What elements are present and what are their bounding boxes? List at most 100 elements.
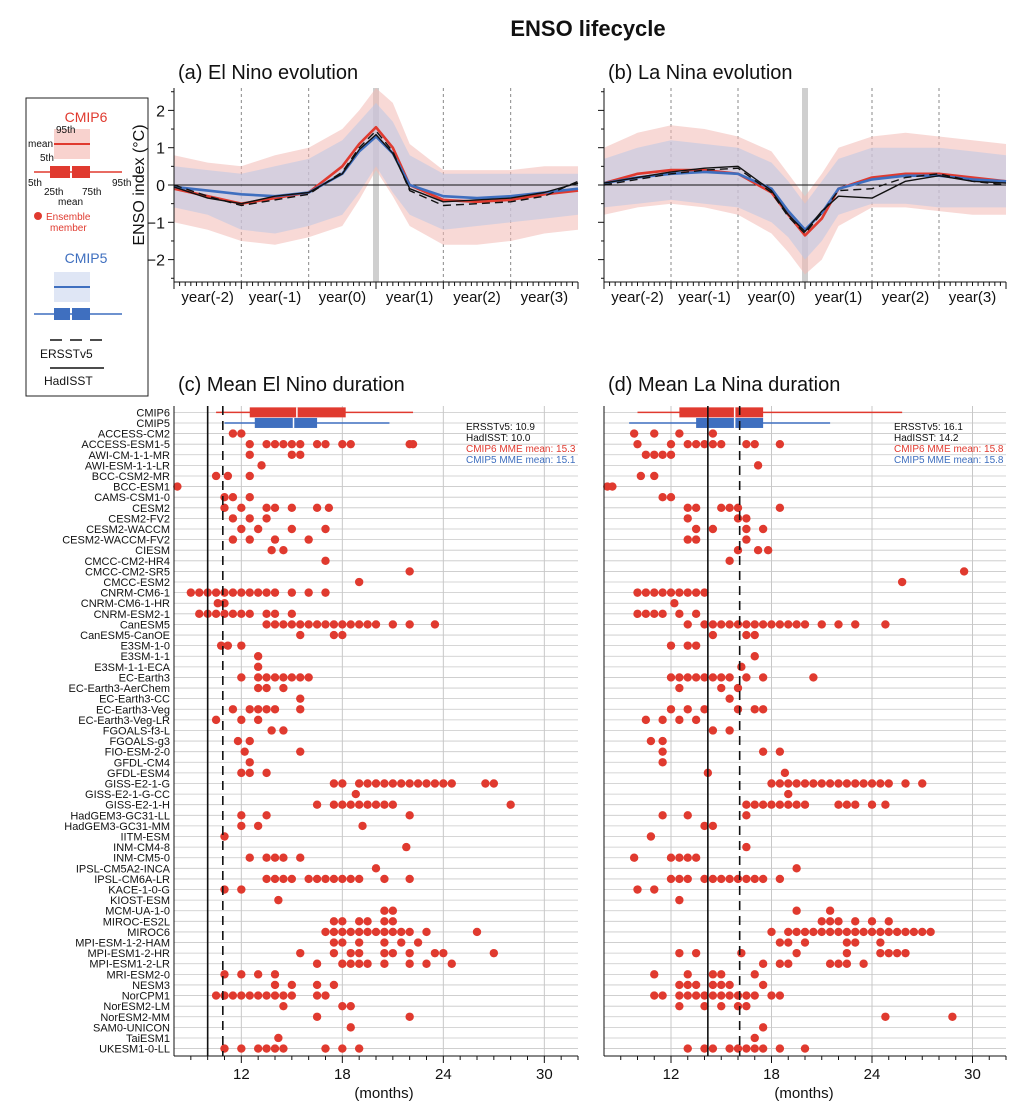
panel-c-member-dot [321,439,330,449]
panel-c-member-dot [274,1033,283,1043]
panel-d-member-dot [683,1044,692,1053]
panel-c-row-label: CMIP6 [136,407,170,419]
panel-c-box-cmip5 [254,417,318,428]
panel-c-member-dot [270,620,280,629]
panel-c-row-label: CAMS-CSM1-0 [94,492,170,504]
panel-c-member-dot [245,768,254,778]
panel-d-member-dot [763,546,773,555]
panel-c-member-dot [371,864,381,873]
panel-d-member-dot [758,747,768,756]
panel-d-member-dot [691,980,701,990]
panel-c-member-dot [274,895,283,905]
panel-c-member-dot [253,970,263,979]
legend-pct5: 5th [40,153,54,164]
panel-d-member-dot [742,524,751,534]
panel-d-member-dot [675,948,684,958]
panel-c-member-dot [405,927,414,937]
panel-c-row-label: INM-CM4-8 [113,842,170,854]
panel-c-member-dot [338,874,347,884]
panel-c-member-dot [296,673,305,682]
panel-d-member-dot [784,927,793,937]
panel-c-member-dot [245,492,254,502]
panel-d-member-dot [636,471,646,481]
panel-d-member-dot [641,588,651,597]
panel-c-member-dot [422,959,431,968]
panel-d-annotation-obs: ERSSTv5: 16.1 [894,422,963,433]
panel-a-line-ersstv5 [173,130,579,207]
panel-c-member-dot [405,779,414,788]
panel-d-member-dot [817,620,826,629]
panel-c-member-dot [279,683,288,693]
panel-d-member-dot [650,450,659,459]
panel-d-member-dot [666,439,676,449]
panel-c-member-dot [220,588,229,597]
panel-c-member-dot [304,535,313,544]
panel-c-member-dot [329,800,339,809]
panel-c-member-dot [363,917,372,926]
panel-d-member-dot [700,588,709,597]
panel-c-member-dot [228,514,238,523]
panel-c-member-dot [380,948,389,958]
panel-c-member-dot [346,620,355,629]
panel-c-member-dot [312,439,322,449]
panel-c-member-dot [253,821,263,831]
panel-c-x-tick-label: 24 [435,1066,452,1083]
panel-d-member-dot [725,556,734,566]
panel-b-x-tick-label: year(3) [949,289,997,306]
panel-d-member-dot [717,673,726,682]
panel-c-row-label: MPI-ESM1-2-LR [89,959,170,971]
panel-c-member-dot [329,938,339,947]
panel-d-member-dot [733,991,743,1000]
panel-d-member-dot [775,503,785,512]
panel-c-member-dot [220,599,229,608]
panel-c-member-dot [405,811,414,820]
panel-d-member-dot [666,874,676,884]
panel-c-member-dot [195,588,204,597]
panel-a-y-tick-label: −2 [147,253,165,270]
panel-d-member-dot [775,439,785,449]
panel-c-member-dot [213,599,222,608]
panel-c-member-dot [270,1044,280,1053]
panel-c-member-dot [245,535,254,544]
panel-c-row-label: BCC-ESM1 [113,482,170,494]
panel-c-member-dot [253,705,263,714]
panel-d-member-dot [717,620,726,629]
panel-d-member-dot [733,503,743,512]
panel-d-member-dot [666,492,676,502]
panel-d-member-dot [800,938,810,947]
panel-d-member-dot [691,948,701,958]
panel-d-member-dot [758,980,768,990]
panel-d-member-dot [926,927,935,937]
panel-d-member-dot [792,800,801,809]
panel-c-member-dot [237,885,246,894]
legend-box-25th: 25th [44,187,63,198]
panel-c-row-label: EC-Earth3 [119,672,170,684]
panel-c-member-dot [506,800,515,809]
panel-c-member-dot [262,620,271,629]
panel-d-member-dot [666,673,676,682]
panel-d-box-cmip6 [679,407,764,418]
panel-d-annotation-obs: HadISST: 14.2 [894,433,959,444]
panel-d-member-dot [851,620,860,629]
panel-d-member-dot [633,588,642,597]
panel-c-member-dot [380,927,389,937]
panel-c-member-dot [363,927,372,937]
panel-c-annotation-obs: HadISST: 10.0 [466,433,531,444]
panel-d-member-dot [641,715,651,725]
panel-c-annotation-obs: ERSSTv5: 10.9 [466,422,535,433]
panel-c-member-dot [388,927,398,937]
panel-d-member-dot [717,439,726,449]
legend-box-75th: 75th [82,187,101,198]
panel-d-member-dot [675,429,684,438]
panel-c-member-dot [270,609,280,619]
panel-c-member-dot [296,630,305,640]
legend-cmip5-title: CMIP5 [65,250,108,266]
panel-d-member-dot [708,980,718,990]
panel-c-member-dot [380,906,389,915]
panel-c-member-dot [338,959,347,968]
panel-d-member-dot [775,620,785,629]
panel-d-member-dot [708,970,718,979]
panel-d-member-dot [792,864,801,873]
legend-cmip6-box-right [72,166,90,178]
panel-a-y-tick-label: 0 [156,178,165,195]
